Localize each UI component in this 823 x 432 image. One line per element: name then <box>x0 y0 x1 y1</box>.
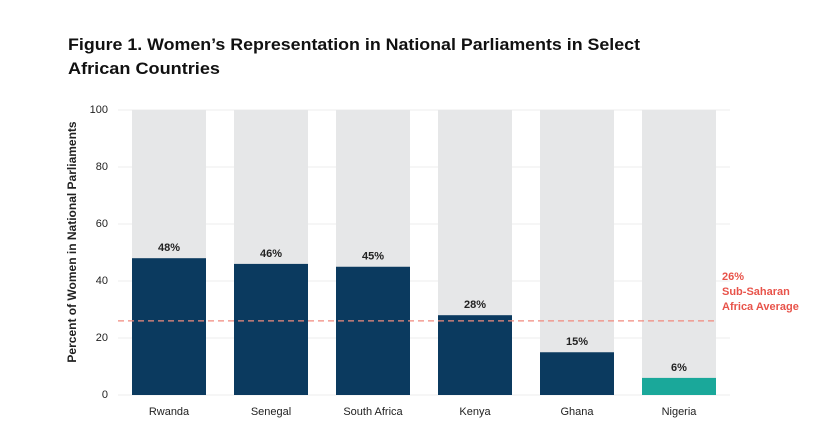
x-tick-label: Nigeria <box>662 406 698 418</box>
value-label: 48% <box>158 242 180 254</box>
bar <box>132 258 206 395</box>
y-tick-label: 100 <box>90 104 108 116</box>
bar <box>540 352 614 395</box>
value-label: 28% <box>464 299 486 311</box>
x-tick-label: Senegal <box>251 406 291 418</box>
reference-label: Africa Average <box>722 301 799 313</box>
x-tick-label: Kenya <box>459 406 491 418</box>
bar <box>234 263 308 395</box>
y-tick-label: 60 <box>96 218 108 230</box>
y-tick-label: 40 <box>96 275 108 287</box>
x-tick-label: South Africa <box>343 406 403 418</box>
value-label: 6% <box>671 362 687 374</box>
reference-label: 26% <box>722 271 744 283</box>
chart-title: African Countries <box>68 59 220 78</box>
bar-background <box>642 110 716 395</box>
bar-background <box>540 110 614 395</box>
x-tick-label: Rwanda <box>149 406 190 418</box>
y-tick-label: 80 <box>96 161 108 173</box>
value-label: 46% <box>260 248 282 260</box>
x-tick-label: Ghana <box>560 406 594 418</box>
bar <box>438 315 512 395</box>
reference-label: Sub-Saharan <box>722 286 790 298</box>
value-label: 45% <box>362 251 384 263</box>
bar <box>336 266 410 395</box>
y-axis-title: Percent of Women in National Parliaments <box>65 121 79 362</box>
value-label: 15% <box>566 336 588 348</box>
chart-title: Figure 1. Women’s Representation in Nati… <box>68 35 640 54</box>
y-tick-label: 20 <box>96 332 108 344</box>
y-tick-label: 0 <box>102 389 108 401</box>
bar <box>642 377 716 395</box>
